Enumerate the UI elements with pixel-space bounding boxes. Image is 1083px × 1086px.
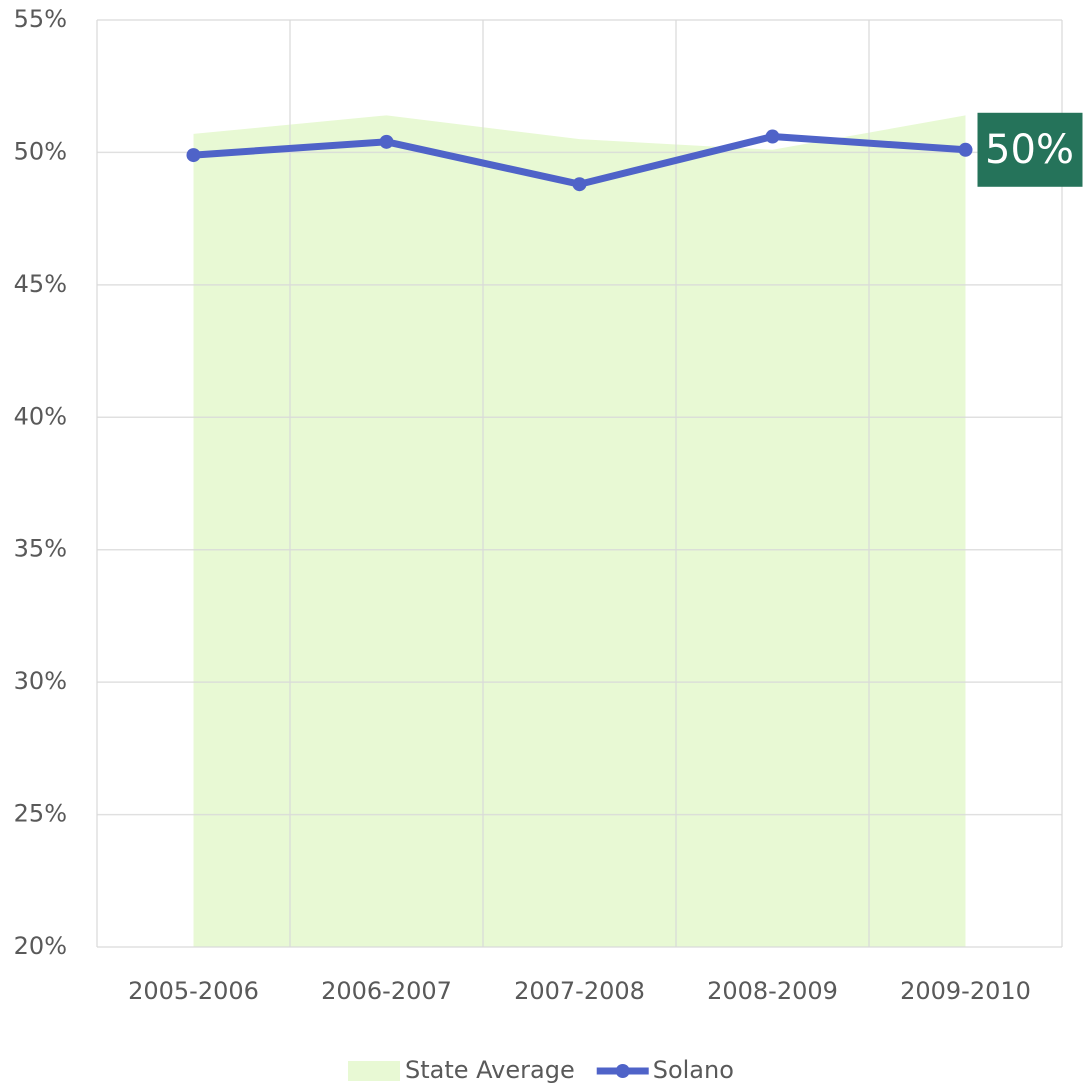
y-tick-label: 30%	[14, 667, 67, 695]
data-label: 50%	[985, 127, 1074, 173]
marker	[379, 134, 394, 149]
y-tick-label: 55%	[14, 5, 67, 33]
x-tick-label: 2005-2006	[128, 977, 259, 1005]
marker	[572, 177, 587, 192]
y-tick-label: 25%	[14, 800, 67, 828]
y-tick-label: 35%	[14, 535, 67, 563]
y-tick-label: 45%	[14, 270, 67, 298]
x-tick-label: 2008-2009	[707, 977, 838, 1005]
y-tick-label: 40%	[14, 402, 67, 430]
y-tick-label: 20%	[14, 932, 67, 960]
marker	[186, 148, 201, 163]
area	[193, 115, 966, 947]
legend-label: State Average	[405, 1056, 575, 1084]
y-tick-label: 50%	[14, 137, 67, 165]
marker	[765, 129, 780, 144]
x-tick-label: 2007-2008	[514, 977, 645, 1005]
marker	[958, 142, 973, 157]
data-label-box	[977, 112, 1083, 187]
legend-swatch	[348, 1061, 400, 1081]
legend-label: Solano	[653, 1056, 734, 1084]
x-tick-label: 2006-2007	[321, 977, 452, 1005]
x-tick-label: 2009-2010	[900, 977, 1031, 1005]
legend-marker	[615, 1064, 630, 1078]
